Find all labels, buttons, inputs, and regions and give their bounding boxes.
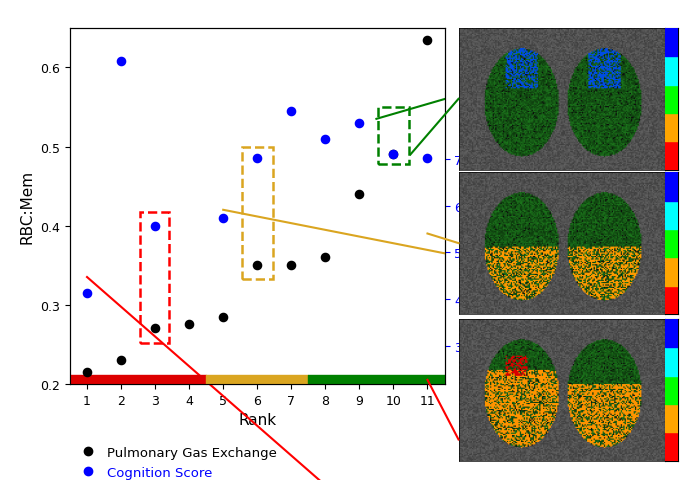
Bar — [665, 319, 678, 348]
Point — [354, 120, 365, 127]
Bar — [665, 432, 678, 461]
Point — [81, 289, 92, 297]
Bar — [665, 114, 678, 142]
Point — [252, 155, 263, 163]
Bar — [665, 348, 678, 376]
Point — [218, 313, 229, 321]
Bar — [665, 229, 678, 258]
Point — [116, 58, 127, 66]
Bar — [665, 85, 678, 114]
Bar — [665, 404, 678, 432]
Point — [252, 262, 263, 269]
Point — [218, 215, 229, 222]
Bar — [665, 258, 678, 286]
Point — [388, 151, 399, 159]
Point — [183, 321, 195, 329]
Point — [354, 191, 365, 198]
Point — [320, 135, 331, 143]
Point — [116, 357, 127, 364]
Point — [286, 262, 297, 269]
Bar — [665, 57, 678, 85]
X-axis label: Rank: Rank — [238, 412, 276, 427]
Bar — [665, 201, 678, 229]
Point — [320, 254, 331, 262]
Point — [422, 155, 433, 163]
Bar — [665, 142, 678, 170]
Point — [286, 108, 297, 116]
Bar — [378, 108, 409, 165]
Y-axis label: T-score: T-score — [475, 179, 490, 234]
Bar — [665, 173, 678, 201]
Y-axis label: RBC:Mem: RBC:Mem — [20, 169, 35, 243]
Point — [150, 222, 161, 230]
Bar — [665, 29, 678, 57]
Point — [81, 368, 92, 376]
Point — [150, 325, 161, 333]
Point — [422, 37, 433, 45]
Bar — [140, 213, 169, 343]
Bar — [665, 286, 678, 314]
Bar — [665, 376, 678, 404]
Point — [388, 151, 399, 159]
Bar — [242, 147, 272, 280]
Legend: Pulmonary Gas Exchange, Cognition Score: Pulmonary Gas Exchange, Cognition Score — [69, 441, 283, 480]
